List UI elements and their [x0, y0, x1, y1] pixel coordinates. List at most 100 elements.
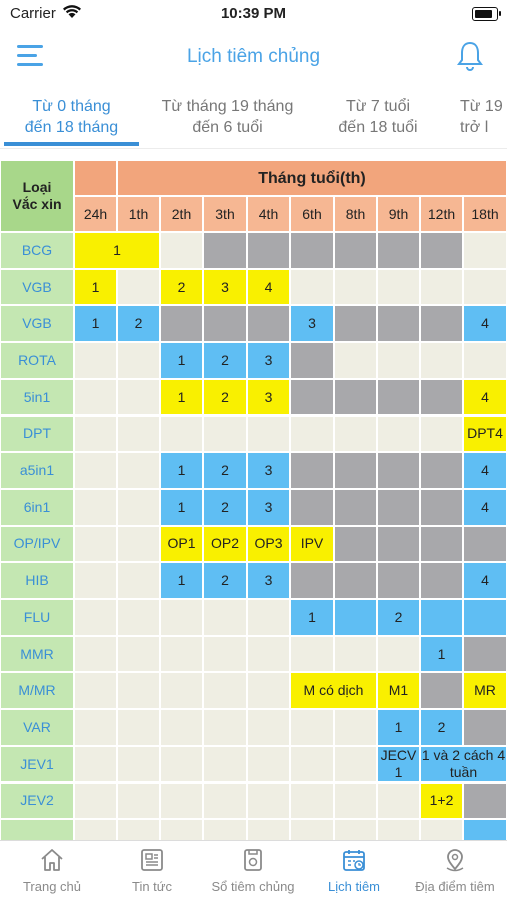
schedule-cell[interactable]	[463, 635, 507, 673]
schedule-cell[interactable]: 2	[203, 378, 247, 416]
schedule-cell[interactable]: 4	[463, 378, 507, 416]
schedule-cell[interactable]	[463, 782, 507, 820]
schedule-cell[interactable]	[334, 415, 377, 453]
tab-0-18-months[interactable]: Từ 0 tháng đến 18 tháng	[4, 96, 139, 138]
schedule-cell[interactable]	[420, 599, 463, 636]
schedule-cell[interactable]	[463, 525, 507, 563]
schedule-cell[interactable]	[463, 709, 507, 746]
schedule-cell[interactable]: 1	[377, 709, 420, 746]
schedule-cell[interactable]: 2	[420, 709, 463, 746]
schedule-cell[interactable]: 3	[247, 488, 290, 526]
schedule-cell[interactable]	[334, 525, 377, 563]
schedule-cell[interactable]	[463, 342, 507, 379]
schedule-cell[interactable]	[420, 452, 463, 489]
schedule-cell[interactable]	[290, 232, 334, 269]
schedule-cell[interactable]	[290, 745, 334, 783]
schedule-cell[interactable]: 4	[247, 268, 290, 306]
schedule-cell[interactable]	[334, 452, 377, 489]
schedule-cell[interactable]	[377, 525, 420, 563]
schedule-cell[interactable]	[290, 782, 334, 820]
schedule-cell[interactable]: 2	[377, 599, 420, 636]
schedule-cell[interactable]: 2	[203, 452, 247, 489]
schedule-cell[interactable]	[377, 488, 420, 526]
schedule-cell[interactable]	[334, 305, 377, 343]
schedule-cell[interactable]	[74, 745, 117, 783]
schedule-cell[interactable]: 3	[247, 342, 290, 379]
schedule-cell[interactable]	[117, 415, 160, 453]
schedule-cell[interactable]	[247, 782, 290, 820]
schedule-cell[interactable]: 1	[160, 378, 203, 416]
schedule-cell[interactable]	[377, 415, 420, 453]
schedule-cell[interactable]: 1	[290, 599, 334, 636]
schedule-cell[interactable]	[203, 232, 247, 269]
schedule-cell[interactable]	[334, 819, 377, 840]
schedule-cell[interactable]: 3	[247, 452, 290, 489]
schedule-cell[interactable]	[334, 378, 377, 416]
schedule-cell[interactable]	[74, 599, 117, 636]
schedule-cell[interactable]	[290, 268, 334, 306]
schedule-cell[interactable]	[247, 745, 290, 783]
schedule-cell[interactable]	[74, 562, 117, 599]
schedule-cell[interactable]	[377, 635, 420, 673]
schedule-cell[interactable]	[334, 488, 377, 526]
schedule-cell[interactable]	[160, 709, 203, 746]
schedule-cell[interactable]: 4	[463, 488, 507, 526]
schedule-cell[interactable]: DPT4	[463, 415, 507, 453]
schedule-cell[interactable]	[247, 599, 290, 636]
schedule-cell[interactable]	[74, 782, 117, 820]
schedule-cell[interactable]	[203, 415, 247, 453]
schedule-cell[interactable]	[334, 709, 377, 746]
schedule-cell[interactable]	[203, 782, 247, 820]
schedule-cell[interactable]: 1	[160, 562, 203, 599]
schedule-cell[interactable]	[74, 635, 117, 673]
schedule-cell[interactable]	[74, 378, 117, 416]
schedule-cell[interactable]	[334, 745, 377, 783]
schedule-cell[interactable]	[247, 635, 290, 673]
schedule-cell[interactable]: M1	[377, 672, 420, 710]
schedule-cell[interactable]: 1	[74, 305, 117, 343]
schedule-cell[interactable]	[290, 562, 334, 599]
schedule-cell[interactable]	[420, 819, 463, 840]
schedule-cell[interactable]: 1	[160, 452, 203, 489]
schedule-cell[interactable]	[377, 305, 420, 343]
schedule-cell[interactable]: 3	[203, 268, 247, 306]
schedule-cell[interactable]	[463, 819, 507, 840]
schedule-cell[interactable]	[247, 232, 290, 269]
schedule-cell[interactable]	[74, 452, 117, 489]
schedule-cell[interactable]: 3	[247, 378, 290, 416]
schedule-cell[interactable]	[117, 378, 160, 416]
schedule-cell[interactable]	[420, 672, 463, 710]
schedule-cell[interactable]: 4	[463, 562, 507, 599]
schedule-cell[interactable]	[117, 599, 160, 636]
schedule-cell[interactable]	[74, 525, 117, 563]
schedule-cell[interactable]	[117, 745, 160, 783]
tabbar-vaccine-book[interactable]: Sổ tiêm chủng	[203, 847, 303, 894]
schedule-cell[interactable]	[334, 635, 377, 673]
schedule-cell[interactable]: OP3	[247, 525, 290, 563]
schedule-cell[interactable]	[117, 452, 160, 489]
schedule-cell[interactable]	[203, 305, 247, 343]
schedule-cell[interactable]	[117, 342, 160, 379]
schedule-cell[interactable]	[160, 745, 203, 783]
schedule-cell[interactable]: 2	[203, 562, 247, 599]
schedule-cell[interactable]	[203, 672, 247, 710]
schedule-cell[interactable]	[117, 488, 160, 526]
schedule-cell[interactable]: OP2	[203, 525, 247, 563]
schedule-cell[interactable]	[420, 342, 463, 379]
schedule-cell[interactable]: 3	[290, 305, 334, 343]
schedule-cell[interactable]	[290, 342, 334, 379]
schedule-cell[interactable]	[247, 305, 290, 343]
schedule-cell[interactable]	[117, 635, 160, 673]
schedule-cell[interactable]	[203, 709, 247, 746]
schedule-cell[interactable]	[203, 745, 247, 783]
schedule-cell[interactable]	[203, 599, 247, 636]
schedule-cell[interactable]: 2	[117, 305, 160, 343]
schedule-cell[interactable]	[74, 819, 117, 840]
schedule-cell[interactable]: 1	[420, 635, 463, 673]
schedule-cell[interactable]: 2	[203, 342, 247, 379]
schedule-cell[interactable]	[420, 232, 463, 269]
tabbar-news[interactable]: Tin tức	[102, 847, 202, 894]
tab-19-months-6-years[interactable]: Từ tháng 19 tháng đến 6 tuổi	[150, 96, 305, 138]
schedule-cell[interactable]: 4	[463, 305, 507, 343]
schedule-cell[interactable]	[74, 342, 117, 379]
